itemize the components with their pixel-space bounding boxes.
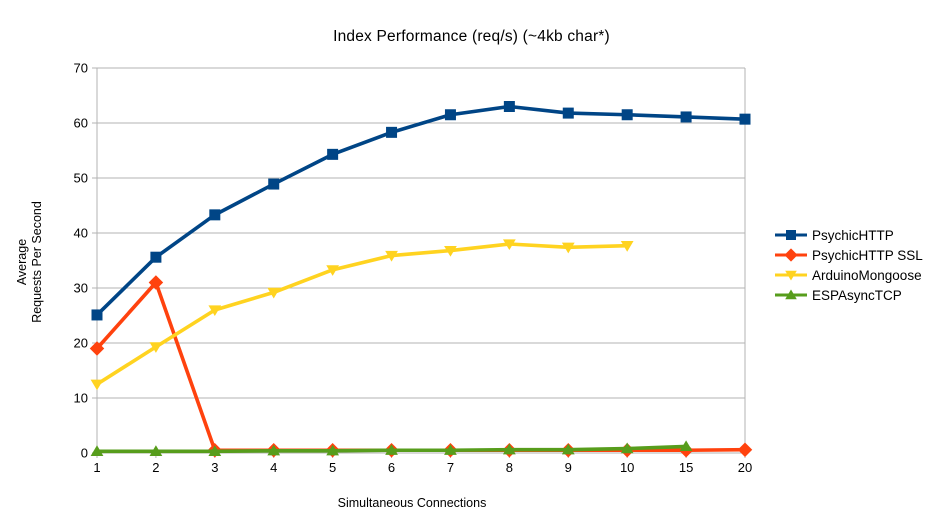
x-tick-label-4: 4 [270, 460, 277, 475]
legend-marker-icon [775, 270, 807, 281]
legend-item-espasynctcp: ESPAsyncTCP [775, 285, 923, 305]
data-point [89, 341, 105, 356]
data-point [561, 242, 575, 254]
x-tick-label-9: 9 [565, 460, 572, 475]
series-espasynctcp [90, 440, 693, 456]
legend-item-psychichttp-ssl: PsychicHTTP SSL [775, 245, 923, 265]
y-tick-label-20: 20 [74, 336, 88, 351]
x-tick-label-20: 20 [738, 460, 752, 475]
y-tick-label-0: 0 [81, 446, 88, 461]
y-tick-label-10: 10 [74, 391, 88, 406]
x-tick-label-7: 7 [447, 460, 454, 475]
series-psychichttp-ssl [89, 275, 753, 458]
data-point [620, 241, 634, 252]
data-point [90, 445, 104, 456]
x-tick-label-6: 6 [388, 460, 395, 475]
data-point [739, 113, 751, 125]
data-point [502, 239, 516, 251]
legend-marker-icon [775, 230, 807, 240]
data-point [621, 109, 633, 121]
data-point [737, 442, 753, 457]
data-point [149, 342, 163, 353]
data-point [620, 442, 634, 454]
chart-title: Index Performance (req/s) (~4kb char*) [333, 28, 610, 45]
series-line [95, 280, 746, 453]
data-point [503, 101, 515, 112]
data-point [502, 443, 516, 455]
data-point [267, 444, 281, 456]
legend-label: ArduinoMongoose [812, 267, 922, 283]
series-arduinomongoose [90, 239, 634, 391]
legend-marker-icon [775, 248, 807, 262]
data-point [561, 443, 575, 455]
y-tick-label-40: 40 [74, 226, 88, 241]
legend: PsychicHTTP PsychicHTTP SSL ArduinoMongoos… [775, 225, 923, 305]
y-tick-label-30: 30 [74, 281, 88, 296]
x-tick-label-15: 15 [679, 460, 693, 475]
y-tick-label-60: 60 [74, 116, 88, 131]
series-line [95, 104, 746, 317]
data-point [386, 126, 398, 138]
data-point [208, 305, 222, 317]
legend-label: ESPAsyncTCP [812, 287, 902, 303]
data-point [267, 287, 281, 299]
data-point [208, 445, 222, 456]
data-point [385, 250, 398, 262]
data-point [562, 107, 574, 119]
data-point [326, 265, 340, 276]
legend-marker [785, 289, 797, 300]
x-tick-label-5: 5 [329, 460, 336, 475]
x-axis-title: Simultaneous Connections [337, 496, 487, 510]
data-point [148, 275, 164, 290]
data-point [444, 444, 457, 455]
data-point [90, 379, 104, 391]
legend-item-psychichttp: PsychicHTTP [775, 225, 923, 245]
series-line [96, 242, 628, 386]
data-point [327, 148, 339, 160]
legend-marker-icon [775, 289, 807, 300]
legend-marker [786, 230, 796, 240]
data-point [444, 109, 456, 121]
legend-item-arduinomongoose: ArduinoMongoose [775, 265, 923, 285]
x-tick-label-2: 2 [152, 460, 159, 475]
data-point [91, 309, 103, 321]
data-point [680, 111, 692, 123]
series-psychichttp [91, 101, 751, 321]
legend-label: PsychicHTTP SSL [812, 247, 923, 263]
data-point [385, 444, 398, 455]
y-tick-label-50: 50 [74, 171, 88, 186]
data-point [209, 209, 221, 221]
data-point [326, 444, 340, 456]
data-point [149, 445, 163, 456]
x-tick-label-8: 8 [506, 460, 513, 475]
data-point [679, 440, 693, 452]
x-tick-label-10: 10 [620, 460, 634, 475]
data-point [444, 245, 457, 257]
y-tick-label-70: 70 [74, 61, 88, 76]
legend-marker [785, 270, 797, 281]
legend-label: PsychicHTTP [812, 227, 894, 243]
x-tick-label-1: 1 [93, 460, 100, 475]
data-point [268, 178, 280, 190]
legend-marker [784, 248, 798, 262]
data-point [150, 251, 162, 263]
x-tick-label-3: 3 [211, 460, 218, 475]
